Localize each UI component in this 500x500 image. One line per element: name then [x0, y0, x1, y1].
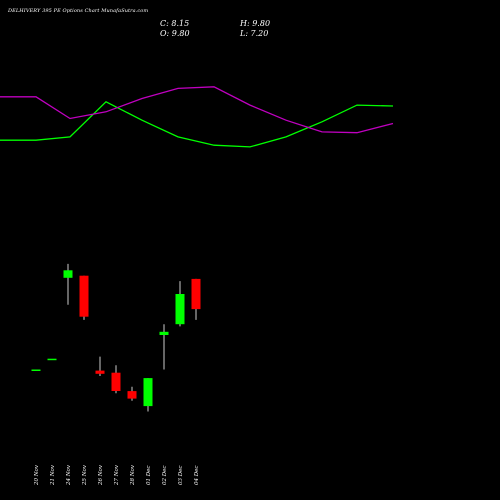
candle-21-nov: [47, 358, 57, 361]
high-value: H: 9.80: [240, 19, 271, 28]
close-value: C: 8.15: [160, 19, 190, 28]
open-value: O: 9.80: [160, 29, 190, 38]
candle-body: [95, 370, 105, 374]
x-tick-label: 21 Nov: [50, 464, 56, 486]
candle-04-dec: [191, 278, 201, 320]
x-tick-label: 03 Dec: [178, 466, 184, 486]
candle-body: [191, 278, 201, 310]
candle-body: [31, 369, 41, 371]
candle-25-nov: [79, 275, 89, 320]
candle-02-dec: [159, 324, 169, 370]
candle-body: [79, 275, 89, 317]
candle-body: [63, 270, 73, 278]
overlay-line-1: [0, 101, 394, 148]
x-tick-label: 02 Dec: [162, 466, 168, 486]
candle-20-nov: [31, 369, 41, 371]
overlay-line-2: [0, 86, 394, 134]
candle-24-nov: [63, 263, 73, 305]
candle-01-dec: [143, 378, 153, 412]
x-tick-label: 04 Dec: [194, 466, 200, 486]
candle-body: [159, 331, 169, 335]
x-tick-label: 28 Nov: [130, 464, 136, 486]
candle-28-nov: [127, 386, 137, 401]
candle-27-nov: [111, 365, 121, 394]
low-value: L: 7.20: [240, 29, 269, 38]
candle-body: [47, 358, 57, 361]
candle-26-nov: [95, 356, 105, 376]
x-tick-label: 25 Nov: [82, 464, 88, 486]
candle-body: [175, 294, 185, 325]
candle-body: [111, 372, 121, 391]
x-tick-label: 01 Dec: [146, 466, 152, 486]
chart-title: DELHIVERY 395 PE Options Chart MunafaSut…: [8, 8, 149, 14]
candle-03-dec: [175, 281, 185, 327]
x-tick-label: 20 Nov: [34, 464, 40, 486]
x-tick-label: 27 Nov: [114, 464, 120, 486]
candle-body: [143, 378, 153, 407]
candle-body: [127, 391, 137, 399]
x-tick-label: 24 Nov: [66, 464, 72, 486]
x-tick-label: 26 Nov: [98, 464, 104, 486]
